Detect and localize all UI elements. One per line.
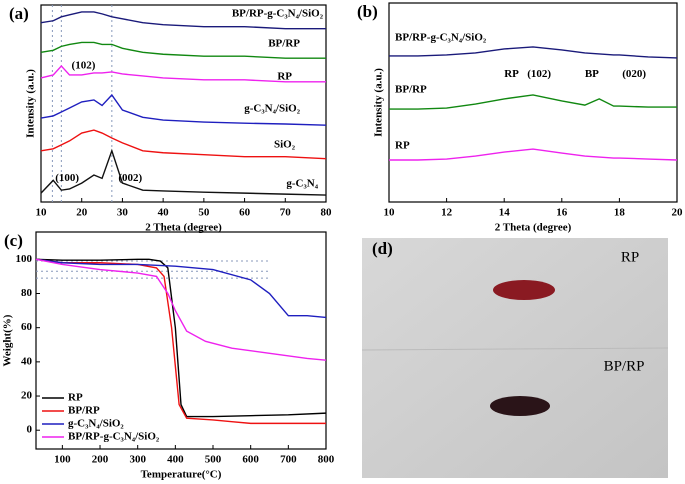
series-label: g-C₃N₄	[286, 178, 318, 190]
panel-label: (c)	[4, 231, 23, 250]
plot-frame	[35, 231, 327, 450]
x-axis-title: 2 Theta (degree)	[495, 222, 572, 234]
series-label: SiO₂	[274, 139, 296, 151]
x-tick-label: 10	[384, 207, 396, 219]
y-axis-title: Intensity (a.u.)	[373, 68, 385, 137]
plot-frame	[388, 2, 678, 203]
photo-panel: (d) RP BP/RP	[361, 238, 669, 478]
x-tick-label: 70	[280, 207, 292, 219]
series-label: BP/RP-g-C₃N₄/SiO₂	[395, 32, 487, 44]
data-line	[35, 258, 326, 425]
x-tick-label: 700	[280, 454, 297, 466]
annotation: (102)	[72, 60, 96, 72]
data-line	[389, 94, 677, 110]
y-tick-label: 40	[21, 355, 33, 367]
data-line	[40, 148, 327, 196]
data-line	[35, 258, 327, 319]
x-tick-label: 12	[441, 207, 453, 219]
photo	[362, 238, 668, 478]
series-label: BP/RP	[268, 38, 300, 50]
x-tick-label: 16	[556, 207, 568, 219]
x-tick-label: 40	[158, 207, 170, 219]
annotation: RP	[504, 68, 519, 80]
data-line	[40, 129, 327, 160]
data-line	[389, 148, 678, 161]
series-label: g-C₃N₄/SiO₂	[244, 103, 300, 115]
y-axis-title: Intensity (a.u.)	[25, 69, 37, 138]
annotation: (102)	[527, 68, 551, 80]
data-line	[40, 93, 327, 126]
y-tick-label: 0	[27, 424, 33, 436]
x-tick-label: 10	[36, 207, 48, 219]
series-label: RP	[395, 140, 410, 152]
x-tick-label: 20	[672, 207, 684, 219]
x-tick-label: 30	[117, 207, 129, 219]
x-tick-label: 18	[614, 207, 626, 219]
x-tick-label: 80	[321, 207, 333, 219]
x-tick-label: 500	[205, 454, 222, 466]
data-line	[40, 65, 326, 83]
x-tick-label: 200	[92, 454, 109, 466]
x-tick-label: 14	[499, 207, 511, 219]
panel-label: (a)	[9, 4, 29, 23]
data-line	[40, 11, 326, 30]
x-tick-label: 800	[318, 454, 335, 466]
series-label: BP/RP	[395, 84, 427, 96]
legend-label: g-C₃N₄/SiO₂	[68, 418, 124, 430]
y-tick-label: 60	[21, 321, 33, 333]
rp-sample	[493, 280, 555, 300]
plot-frame	[40, 4, 327, 203]
y-axis-title: Weight(%)	[2, 314, 14, 366]
data-line	[35, 258, 327, 361]
bprp-sample	[490, 396, 550, 416]
series-label: BP/RP-g-C₃N₄/SiO₂	[232, 8, 324, 20]
legend-label: RP	[68, 392, 83, 404]
y-tick-label: 80	[21, 287, 33, 299]
legend-label: BP/RP	[68, 405, 100, 417]
annotation: (100)	[55, 172, 79, 184]
panel-label: (d)	[372, 239, 393, 258]
x-tick-label: 100	[54, 454, 71, 466]
annotation: (020)	[622, 68, 646, 80]
paper-fold	[361, 347, 669, 351]
x-tick-label: 400	[167, 454, 184, 466]
legend-label: BP/RP-g-C₃N₄/SiO₂	[68, 431, 160, 443]
x-tick-label: 20	[76, 207, 88, 219]
x-tick-label: 600	[242, 454, 259, 466]
annotation: BP	[585, 68, 599, 80]
x-tick-label: 50	[198, 207, 210, 219]
data-line	[389, 46, 678, 59]
x-tick-label: 60	[239, 207, 251, 219]
series-label: RP	[277, 71, 292, 83]
annotation: (002)	[118, 172, 142, 184]
y-tick-label: 100	[16, 253, 33, 265]
data-line	[40, 41, 326, 59]
panel-label: (b)	[357, 2, 378, 21]
x-axis-title: 2 Theta (degree)	[145, 222, 222, 234]
x-axis-title: Temperature(°C)	[141, 469, 222, 481]
photo-label: RP	[621, 249, 639, 265]
data-line	[35, 258, 327, 418]
x-tick-label: 300	[129, 454, 146, 466]
photo-label: BP/RP	[604, 358, 645, 374]
y-tick-label: 20	[21, 390, 33, 402]
